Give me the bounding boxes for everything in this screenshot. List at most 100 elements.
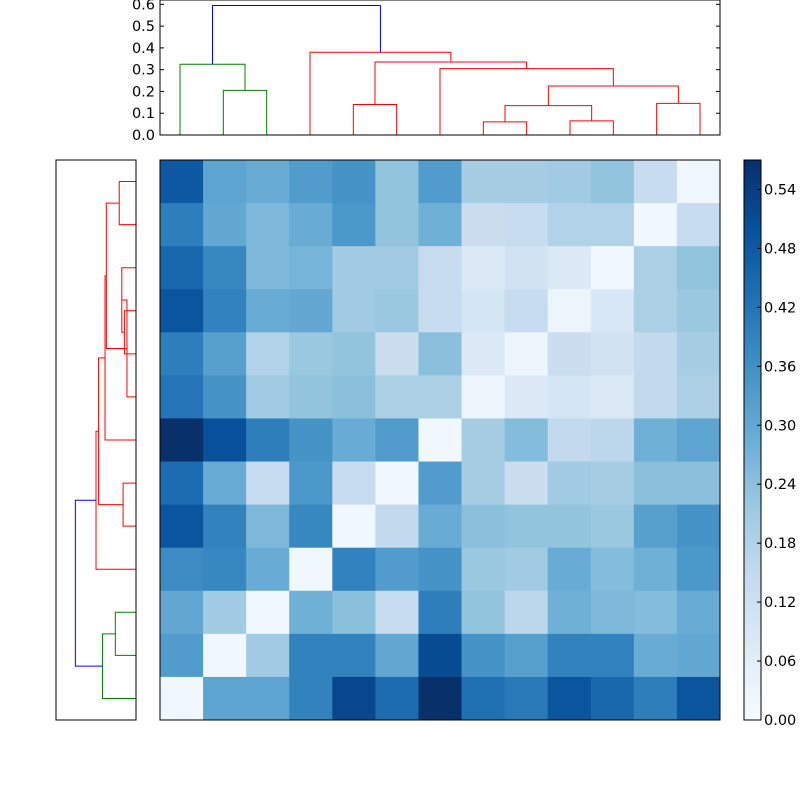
colorbar-tick-label: 0.06: [764, 654, 796, 670]
heatmap-cell: [246, 375, 290, 419]
dendrogram-link: [352, 104, 398, 135]
heatmap-cell: [418, 547, 463, 592]
heatmap-cell: [160, 375, 204, 419]
dendrogram-link: [309, 51, 452, 135]
heatmap-cell: [418, 375, 463, 419]
heatmap-cell: [246, 289, 290, 333]
heatmap-cell: [418, 203, 463, 247]
heatmap-cell: [590, 418, 635, 463]
heatmap-cell: [547, 504, 592, 549]
heatmap-cell: [418, 332, 463, 376]
heatmap-cell: [590, 676, 635, 721]
heatmap-cell: [461, 547, 506, 592]
dendrogram-link: [482, 121, 528, 135]
colorbar-tick-label: 0.12: [764, 595, 796, 611]
colorbar: [744, 160, 761, 720]
heatmap-cell: [418, 246, 463, 290]
dendrogram-link: [114, 611, 136, 656]
heatmap-cell: [461, 289, 506, 333]
heatmap-cell: [418, 504, 463, 549]
heatmap-cell: [289, 676, 333, 721]
colorbar-tick-label: 0.36: [764, 359, 796, 375]
dendrogram-link: [179, 63, 246, 135]
heatmap-cell: [461, 418, 506, 463]
heatmap-cell: [676, 590, 721, 635]
heatmap-cell: [633, 461, 678, 506]
dendrogram-link: [504, 105, 593, 122]
dendrogram-link: [122, 482, 136, 527]
heatmap-cell: [246, 676, 290, 721]
heatmap-cell: [676, 332, 721, 376]
heatmap-cell: [633, 547, 678, 592]
heatmap-cell: [289, 633, 333, 678]
heatmap-cell: [160, 289, 204, 333]
dendrogram-link: [95, 430, 136, 570]
heatmap-cell: [676, 547, 721, 592]
heatmap-cell: [332, 160, 376, 204]
heatmap-cell: [160, 504, 204, 549]
heatmap-cell: [504, 289, 549, 333]
dendrogram-link: [104, 275, 136, 441]
heatmap-cell: [504, 676, 549, 721]
top-dendrogram-frame: [159, 0, 721, 136]
dendrogram-link: [547, 85, 679, 106]
heatmap-cell: [289, 461, 333, 506]
heatmap-cell: [203, 375, 247, 419]
heatmap-cell: [547, 633, 592, 678]
heatmap-cell: [590, 633, 635, 678]
heatmap-cell: [633, 246, 678, 290]
colorbar-tick-label: 0.24: [764, 477, 796, 493]
heatmap-cell: [203, 160, 247, 204]
heatmap-cell: [461, 332, 506, 376]
y-tick-label: 0.0: [132, 128, 155, 144]
heatmap-cell: [375, 504, 419, 549]
heatmap-cell: [590, 246, 635, 290]
heatmap-cell: [160, 160, 204, 204]
heatmap-cell: [332, 332, 376, 376]
heatmap-cell: [289, 418, 333, 463]
heatmap-cell: [504, 160, 549, 204]
heatmap: [160, 160, 721, 721]
heatmap-cell: [547, 547, 592, 592]
heatmap-cell: [676, 289, 721, 333]
heatmap-cell: [547, 461, 592, 506]
colorbar-frame: [743, 159, 762, 721]
heatmap-cell: [289, 332, 333, 376]
heatmap-cell: [461, 590, 506, 635]
heatmap-cell: [375, 203, 419, 247]
heatmap-cell: [461, 375, 506, 419]
heatmap-cell: [289, 289, 333, 333]
heatmap-cell: [547, 203, 592, 247]
heatmap-cell: [332, 375, 376, 419]
heatmap-cell: [289, 504, 333, 549]
heatmap-cell: [418, 461, 463, 506]
colorbar-tick-label: 0.54: [764, 182, 796, 198]
heatmap-cell: [246, 332, 290, 376]
heatmap-cell: [633, 590, 678, 635]
heatmap-cell: [461, 203, 506, 247]
dendrogram-link: [222, 89, 268, 135]
heatmap-cell: [590, 504, 635, 549]
heatmap-cell: [504, 375, 549, 419]
heatmap-cell: [461, 676, 506, 721]
heatmap-cell: [375, 633, 419, 678]
heatmap-cell: [375, 246, 419, 290]
dendrogram-link: [101, 633, 136, 699]
dendrogram-link: [118, 181, 136, 226]
heatmap-cell: [246, 590, 290, 635]
heatmap-cell: [676, 676, 721, 721]
heatmap-cell: [633, 289, 678, 333]
dendrogram-link: [656, 102, 701, 135]
heatmap-cell: [332, 246, 376, 290]
heatmap-cell: [246, 461, 290, 506]
heatmap-cell: [590, 547, 635, 592]
left-dendrogram-frame: [55, 159, 137, 721]
heatmap-cell: [418, 160, 463, 204]
heatmap-cell: [676, 418, 721, 463]
y-tick-label: 0.1: [132, 106, 155, 122]
heatmap-cell: [375, 418, 419, 463]
heatmap-cell: [332, 289, 376, 333]
heatmap-cell: [246, 203, 290, 247]
heatmap-cell: [160, 332, 204, 376]
colorbar-tick-label: 0.48: [764, 241, 796, 257]
